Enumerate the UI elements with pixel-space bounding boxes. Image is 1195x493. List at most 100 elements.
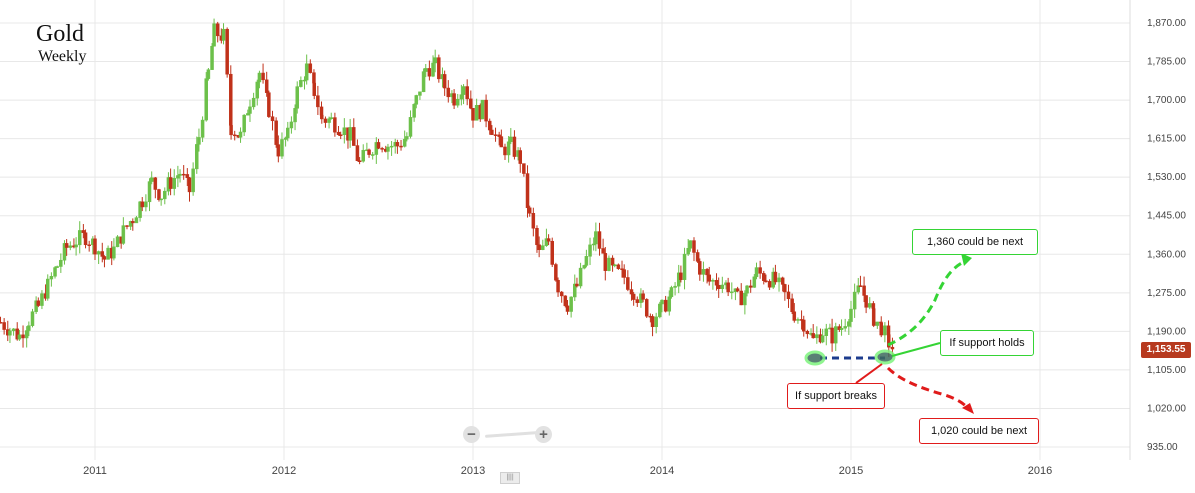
candle-body (140, 201, 144, 208)
candle-body (293, 108, 297, 123)
candle-body (506, 141, 511, 156)
candle-body (221, 28, 226, 41)
candle-body (588, 244, 592, 257)
candle-body (503, 146, 507, 156)
candle-body (833, 326, 838, 344)
zoom-out-button[interactable]: − (463, 426, 480, 443)
candles (0, 18, 895, 358)
candle-body (862, 285, 866, 296)
y-tick-label: 1,190.00 (1147, 326, 1186, 337)
candle-body (206, 69, 211, 79)
candle-body (176, 175, 180, 179)
candle-body (565, 305, 570, 312)
candle-body (225, 28, 229, 75)
candle-body (698, 261, 702, 275)
candle-body (518, 150, 522, 164)
candle-body (46, 278, 50, 299)
candle-body (342, 127, 347, 136)
candle-body (780, 277, 785, 285)
candle-body (739, 290, 743, 306)
candle-body (376, 142, 381, 149)
candle-body (582, 265, 586, 269)
candle-body (414, 95, 419, 105)
candle-body (875, 321, 880, 326)
candle-body (367, 149, 371, 155)
candle-body (280, 139, 284, 157)
candle-body (773, 271, 778, 283)
candle-body (887, 334, 891, 348)
candle-body (112, 246, 116, 259)
candle-body (87, 244, 91, 247)
candle-body (242, 114, 246, 133)
candle-body (370, 154, 375, 156)
candle-body (471, 107, 475, 121)
candle-body (185, 174, 190, 178)
candle-body (352, 127, 356, 146)
x-tick-label: 2014 (650, 465, 674, 477)
candle-body (93, 238, 97, 255)
candle-body (238, 131, 243, 138)
candle-body (720, 284, 725, 290)
scroll-grip-handle[interactable]: |||| (500, 472, 520, 484)
y-tick-label: 935.00 (1147, 442, 1178, 453)
up-arrowhead (961, 253, 972, 266)
axis-ticks: 1,870.00 1,785.00 1,700.00 1,615.00 1,530.00… (83, 18, 1186, 477)
candle-body (864, 295, 868, 308)
candle-body (541, 245, 545, 250)
candle-body (212, 23, 216, 47)
candle-body (550, 240, 554, 265)
candle-body (147, 181, 152, 203)
candle-body (790, 298, 794, 313)
x-tick-label: 2015 (839, 465, 863, 477)
candle-body (204, 78, 208, 121)
candle-body (856, 285, 861, 293)
candle-body (487, 120, 492, 131)
candle-body (802, 319, 806, 332)
candle-body (424, 68, 428, 72)
candle-body (629, 289, 634, 295)
candle-body (246, 113, 250, 116)
candle-body (607, 257, 611, 271)
candle-body (764, 280, 768, 282)
candle-body (172, 177, 176, 189)
candle-body (361, 149, 365, 162)
candle-body (752, 276, 757, 288)
candle-body (497, 134, 501, 137)
candle-body (270, 116, 275, 122)
candle-body (682, 253, 687, 280)
candle-body (688, 240, 693, 249)
candle-body (591, 243, 596, 246)
candle-body (153, 177, 158, 190)
candle-body (635, 299, 640, 303)
candle-body (276, 144, 281, 157)
candle-body (304, 63, 309, 81)
candle-body (433, 57, 437, 64)
candle-body (654, 316, 658, 328)
candle-body (232, 134, 237, 137)
zoom-in-button[interactable]: + (535, 426, 552, 443)
candle-body (197, 137, 201, 145)
candle-body (257, 72, 262, 83)
candle-body (329, 117, 333, 119)
candle-body (408, 117, 413, 137)
candle-body (15, 328, 19, 340)
candle-body (64, 243, 69, 248)
candle-body (559, 291, 564, 297)
candle-body (333, 117, 337, 133)
candle-body (168, 177, 173, 189)
candle-body (616, 264, 621, 269)
current-price-badge: 1,153.55 (1141, 342, 1191, 358)
candle-body (405, 136, 409, 140)
candle-body (138, 201, 142, 218)
x-tick-label: 2016 (1028, 465, 1052, 477)
candle-body (17, 334, 22, 340)
candle-body (730, 291, 734, 294)
up-target-note: 1,360 could be next (912, 229, 1038, 255)
candle-body (187, 177, 192, 193)
y-tick-label: 1,700.00 (1147, 95, 1186, 106)
candle-body (21, 334, 25, 339)
candle-body (758, 267, 762, 274)
candle-body (386, 146, 390, 152)
candle-body (81, 230, 86, 233)
